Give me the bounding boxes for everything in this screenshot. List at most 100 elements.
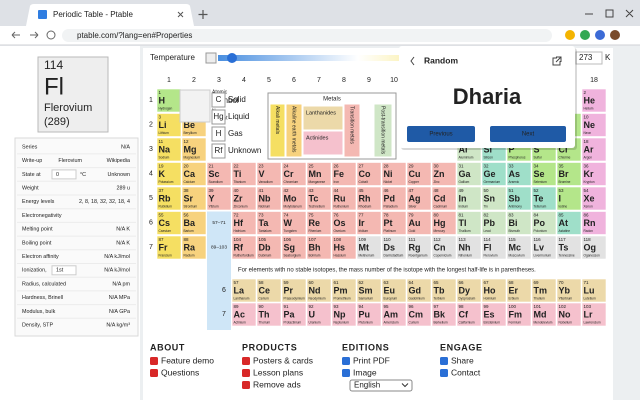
element-cell[interactable] xyxy=(581,186,607,211)
footer-link[interactable]: Image xyxy=(353,367,377,377)
temperature-input[interactable] xyxy=(575,51,603,65)
element-cell[interactable] xyxy=(181,137,207,162)
element-cell[interactable] xyxy=(481,278,507,303)
element-cell[interactable] xyxy=(356,162,382,186)
element-cell[interactable] xyxy=(481,211,507,235)
element-cell[interactable] xyxy=(406,302,432,327)
window-controls[interactable] xyxy=(585,9,634,18)
element-cell[interactable] xyxy=(356,186,382,211)
footer-link[interactable]: Remove ads xyxy=(253,379,301,389)
language-select[interactable] xyxy=(349,379,413,392)
element-cell[interactable] xyxy=(481,302,507,327)
element-cell[interactable] xyxy=(306,211,332,235)
element-cell[interactable] xyxy=(456,235,482,260)
footer-link[interactable]: Print PDF xyxy=(353,355,390,365)
element-cell[interactable] xyxy=(531,162,557,186)
element-cell[interactable] xyxy=(306,162,332,186)
element-cell[interactable] xyxy=(531,186,557,211)
property-input[interactable] xyxy=(51,169,77,180)
element-cell[interactable] xyxy=(406,162,432,186)
element-cell[interactable] xyxy=(356,302,382,327)
element-cell[interactable] xyxy=(231,186,257,211)
element-cell[interactable] xyxy=(206,162,232,186)
element-cell[interactable] xyxy=(206,186,232,211)
slider-minus[interactable] xyxy=(205,52,217,64)
element-cell[interactable] xyxy=(231,278,257,303)
element-cell[interactable] xyxy=(181,235,207,260)
element-cell[interactable] xyxy=(381,278,407,303)
element-cell[interactable] xyxy=(381,235,407,260)
element-cell[interactable] xyxy=(281,162,307,186)
element-cell[interactable] xyxy=(531,278,557,303)
element-cell[interactable] xyxy=(156,113,182,137)
slider-thumb[interactable] xyxy=(227,53,237,63)
element-cell[interactable] xyxy=(356,211,382,235)
popup-open[interactable] xyxy=(552,56,562,66)
element-cell[interactable] xyxy=(331,278,357,303)
element-cell[interactable] xyxy=(581,235,607,260)
temperature-slider[interactable] xyxy=(218,55,568,61)
element-cell[interactable] xyxy=(456,186,482,211)
element-cell[interactable] xyxy=(581,211,607,235)
element-cell[interactable] xyxy=(306,186,332,211)
element-cell[interactable] xyxy=(331,162,357,186)
element-cell[interactable] xyxy=(331,302,357,327)
element-cell[interactable] xyxy=(581,162,607,186)
footer-link[interactable]: Feature demo xyxy=(161,355,214,365)
element-cell[interactable] xyxy=(481,162,507,186)
element-cell[interactable] xyxy=(406,235,432,260)
element-cell[interactable] xyxy=(506,211,532,235)
element-cell[interactable] xyxy=(256,235,282,260)
element-cell[interactable] xyxy=(281,211,307,235)
element-cell[interactable] xyxy=(356,235,382,260)
element-cell[interactable] xyxy=(481,186,507,211)
element-cell[interactable] xyxy=(456,211,482,235)
extension[interactable] xyxy=(565,30,575,40)
popup-button[interactable] xyxy=(490,126,566,142)
element-cell[interactable] xyxy=(431,211,457,235)
element-cell[interactable] xyxy=(306,278,332,303)
element-cell[interactable] xyxy=(581,278,607,303)
element-cell[interactable] xyxy=(256,162,282,186)
element-cell[interactable] xyxy=(581,88,607,113)
element-cell[interactable] xyxy=(231,211,257,235)
reload[interactable] xyxy=(46,30,56,40)
nav-buttons[interactable] xyxy=(11,31,39,39)
property-input[interactable] xyxy=(51,265,77,276)
element-cell[interactable] xyxy=(281,235,307,260)
element-cell[interactable] xyxy=(456,278,482,303)
tab-close[interactable] xyxy=(177,11,184,18)
element-cell[interactable] xyxy=(181,186,207,211)
footer-link[interactable]: Questions xyxy=(161,367,199,377)
element-cell[interactable] xyxy=(556,162,582,186)
element-cell[interactable] xyxy=(581,113,607,137)
new-tab[interactable] xyxy=(198,10,208,19)
element-cell[interactable] xyxy=(281,278,307,303)
element-cell[interactable] xyxy=(231,302,257,327)
extension[interactable] xyxy=(595,30,605,40)
element-cell[interactable] xyxy=(406,211,432,235)
element-cell[interactable] xyxy=(306,302,332,327)
element-cell[interactable] xyxy=(581,302,607,327)
element-cell[interactable] xyxy=(156,162,182,186)
footer-link[interactable]: Lesson plans xyxy=(253,367,303,377)
element-cell[interactable] xyxy=(281,302,307,327)
element-cell[interactable] xyxy=(581,137,607,162)
profile[interactable] xyxy=(610,30,620,40)
element-cell[interactable] xyxy=(506,235,532,260)
element-cell[interactable] xyxy=(556,211,582,235)
element-cell[interactable] xyxy=(256,211,282,235)
element-cell[interactable] xyxy=(231,235,257,260)
element-cell[interactable] xyxy=(306,235,332,260)
element-cell[interactable] xyxy=(506,278,532,303)
element-cell[interactable] xyxy=(256,302,282,327)
element-cell[interactable] xyxy=(431,235,457,260)
element-cell[interactable] xyxy=(506,302,532,327)
element-cell[interactable] xyxy=(156,235,182,260)
element-cell[interactable] xyxy=(506,162,532,186)
element-cell[interactable] xyxy=(381,211,407,235)
element-cell[interactable] xyxy=(556,302,582,327)
element-cell[interactable] xyxy=(181,162,207,186)
element-cell[interactable] xyxy=(356,278,382,303)
footer-link[interactable]: Posters & cards xyxy=(253,355,313,365)
